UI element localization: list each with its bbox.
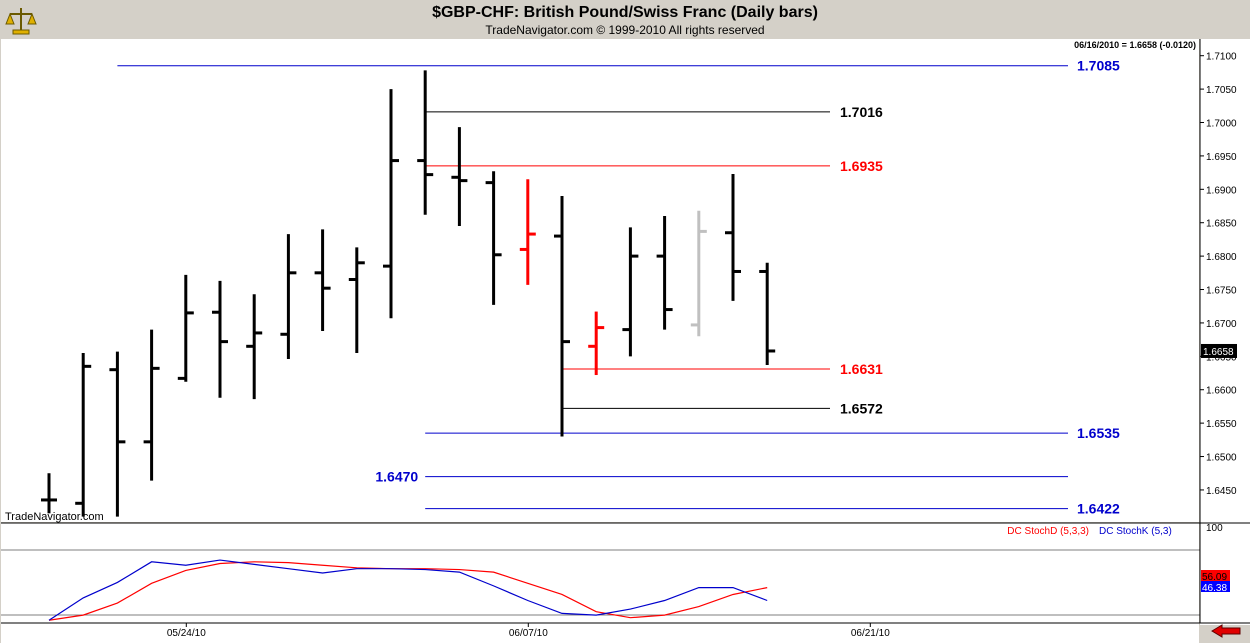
stoch-k-tag-box [1201,581,1230,592]
y-tick-label: 1.6750 [1206,286,1237,297]
level-label: 1.7085 [1077,58,1120,74]
y-tick-label: 1.7050 [1206,85,1237,96]
price-bar [417,70,434,215]
level-label: 1.6572 [840,400,883,416]
y-axis-panel [1200,39,1250,625]
stoch-d-value-tag: 56.09 [1201,570,1230,583]
price-bar [656,216,673,330]
price-bar [348,247,365,353]
price-bar [725,173,741,301]
price-bar [588,311,605,376]
price-bar [314,229,331,331]
price-panel [1,39,1199,522]
y-tick-label: 1.6800 [1206,252,1237,263]
y-tick-label: 1.6450 [1206,486,1237,497]
price-bar [177,274,194,382]
y-tick-label: 1.6850 [1206,219,1237,230]
price-bar [212,280,228,398]
price-bar [280,234,297,359]
price-bar [554,195,570,437]
y-tick-label: 1.6700 [1206,319,1237,330]
stochastic-line [48,559,768,621]
trade-navigator-logo-icon [4,4,38,38]
price-bar [759,262,776,366]
y-tick-label: 1.6500 [1206,453,1237,464]
watermark-text: TradeNavigator.com [5,511,104,523]
price-bar [109,351,126,517]
y-tick-label: 1.6900 [1206,185,1237,196]
level-label: 1.6935 [840,158,883,174]
chart-title: $GBP-CHF: British Pound/Swiss Franc (Dai… [432,4,818,21]
y-tick-label: 1.6950 [1206,152,1237,163]
y-tick-label: 1.6550 [1206,419,1237,430]
x-tick-label: 05/24/10 [167,628,206,639]
x-tick-label: 06/21/10 [851,628,890,639]
chart-subtitle: TradeNavigator.com © 1999-2010 All right… [485,23,765,37]
legend-stoch-k: DC StochK (5,3) [1099,526,1172,537]
legend-stoch-d: DC StochD (5,3,3) [1007,526,1089,537]
stoch-d-tag-text: 56.09 [1202,572,1227,583]
price-bar [143,329,160,481]
x-axis-panel [1,623,1199,643]
price-bar [75,352,92,517]
stoch-k-tag-text: 46.38 [1202,583,1227,594]
last-quote-text: 06/16/2010 = 1.6658 (-0.0120) [1074,40,1196,50]
last-price-tag-box [1201,343,1237,358]
y-tick-label: 1.7000 [1206,119,1237,130]
price-bar [383,89,399,319]
price-bar [451,127,468,227]
level-label: 1.7016 [840,104,883,120]
price-bar [690,210,707,337]
price-bar [485,171,502,305]
scroll-left-arrow-icon[interactable] [1210,624,1242,638]
price-bar [246,294,263,400]
y-tick-label: 1.7100 [1206,52,1237,63]
oscillator-panel [1,523,1199,623]
oscillator-tick-label: 100 [1206,523,1223,534]
price-bar [519,179,536,285]
level-label: 1.6422 [1077,501,1120,517]
last-price-tag-text: 1.6658 [1203,347,1234,358]
level-label: 1.6470 [375,469,418,485]
x-tick-label: 06/07/10 [509,628,548,639]
stoch-k-value-tag: 46.38 [1201,581,1230,594]
level-label: 1.6535 [1077,425,1120,441]
price-bar [41,473,57,514]
last-price-tag: 1.6658 [1201,343,1237,358]
level-label: 1.6631 [840,361,883,377]
stoch-d-tag-box [1201,570,1230,581]
price-bar [622,227,639,357]
y-tick-label: 1.6600 [1206,386,1237,397]
